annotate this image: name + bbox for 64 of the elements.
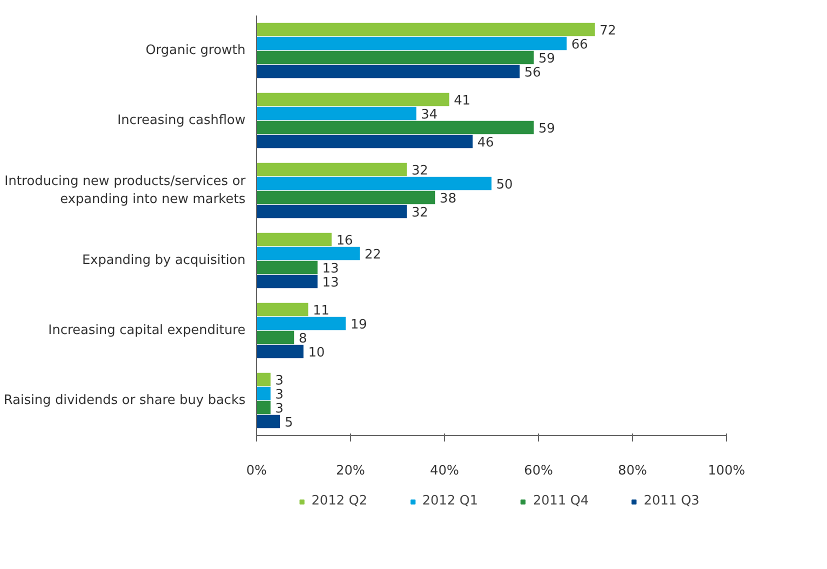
data-label: 32	[412, 206, 428, 220]
bar	[256, 344, 304, 358]
data-label: 56	[524, 66, 541, 80]
bar	[256, 260, 318, 274]
legend-label: 2012 Q1	[422, 494, 478, 508]
bar	[256, 162, 407, 176]
data-label: 11	[312, 304, 330, 318]
data-label: 16	[336, 234, 353, 248]
data-label: 32	[412, 164, 428, 178]
data-label: 46	[477, 136, 494, 150]
data-label: 8	[298, 332, 308, 346]
bar	[256, 274, 318, 288]
data-label: 19	[350, 318, 368, 332]
data-label: 59	[538, 122, 556, 136]
bar	[256, 414, 280, 428]
y-tick-label: Expanding by acquisition	[82, 253, 246, 268]
bar	[256, 190, 436, 204]
legend-label: 2012 Q2	[312, 494, 368, 508]
data-label: 3	[275, 402, 284, 416]
data-label: 10	[308, 346, 325, 360]
bar	[256, 204, 407, 218]
data-label: 22	[364, 248, 382, 262]
x-tick-label: 40%	[430, 464, 459, 478]
bar	[256, 176, 492, 190]
data-label: 72	[600, 24, 616, 38]
bar	[256, 330, 294, 344]
data-label: 34	[421, 108, 438, 122]
data-label: 3	[275, 374, 284, 388]
data-label: 59	[538, 52, 556, 66]
data-label: 5	[284, 416, 293, 430]
bar	[256, 246, 360, 260]
legend-label: 2011 Q4	[533, 494, 589, 508]
y-tick-label: Introducing new products/services or expanding into new markets	[4, 174, 246, 207]
y-tick-label: Increasing cashflow	[117, 113, 246, 128]
bar	[256, 134, 473, 148]
x-tick-label: 80%	[618, 464, 647, 478]
x-tick-label: 100%	[708, 464, 746, 478]
data-label: 3	[275, 388, 284, 402]
y-tick-label: Increasing capital expenditure	[48, 323, 246, 338]
bar	[256, 316, 346, 330]
legend-label: 2011 Q3	[644, 494, 700, 508]
y-tick-label: Organic growth	[146, 43, 246, 58]
bar	[256, 22, 595, 36]
bar	[256, 50, 534, 64]
x-tick-label: 60%	[524, 464, 553, 478]
bar	[256, 120, 534, 134]
bar	[256, 36, 567, 50]
data-label: 66	[571, 38, 588, 52]
data-label: 50	[496, 178, 513, 192]
bar	[256, 372, 271, 386]
data-label: 38	[440, 192, 456, 206]
data-label: 13	[322, 276, 339, 290]
bar	[256, 106, 416, 120]
y-tick-label: Raising dividends or share buy backs	[4, 393, 246, 408]
bar	[256, 232, 332, 246]
x-tick-label: 0%	[246, 464, 267, 478]
bar	[256, 64, 520, 78]
bar	[256, 92, 450, 106]
x-tick-label: 20%	[336, 464, 365, 478]
bar	[256, 302, 308, 316]
data-label: 13	[322, 262, 339, 276]
bar	[256, 386, 271, 400]
bar	[256, 400, 271, 414]
data-label: 41	[454, 94, 470, 108]
